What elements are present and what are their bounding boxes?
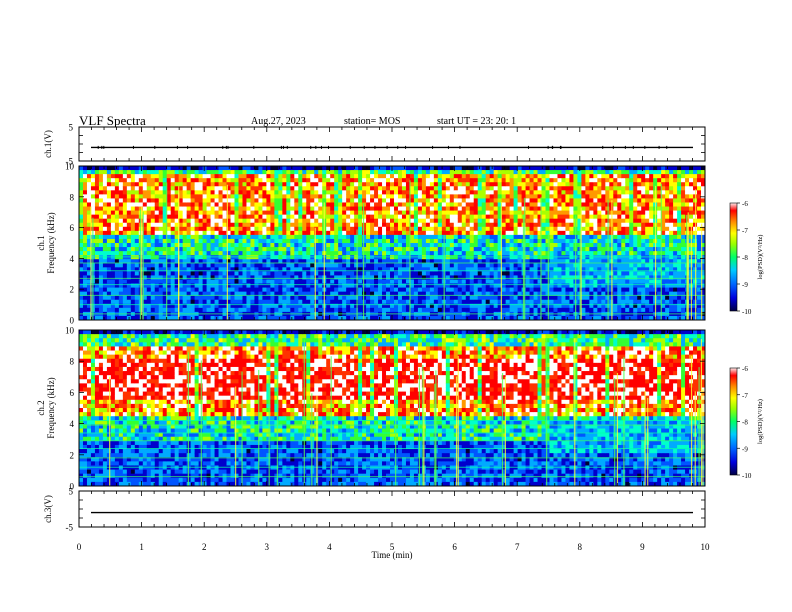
panel-frame: [78, 126, 706, 162]
colorbar: [729, 202, 738, 312]
y-axis-label: Frequency (kHz): [46, 212, 56, 273]
x-tick-label: 9: [640, 542, 645, 552]
y-tick-label: 6: [70, 223, 75, 233]
y-tick-label: 8: [70, 192, 75, 202]
x-tick-label: 4: [327, 542, 332, 552]
x-tick-label: 2: [202, 542, 207, 552]
y-tick-label: 0: [70, 482, 75, 492]
axes-layer: [78, 126, 740, 528]
x-tick-label: 10: [701, 542, 711, 552]
y-axis-label: ch.3(V): [43, 495, 53, 523]
y-axis-label: ch.2: [36, 400, 46, 415]
y-tick-label: 4: [70, 419, 75, 429]
station-label: station= MOS: [344, 116, 401, 127]
colorbar-tick-label: -7: [742, 227, 748, 235]
colorbar-tick-label: -6: [742, 200, 748, 208]
colorbar-tick-label: -8: [742, 419, 748, 427]
y-tick-label: 2: [70, 450, 75, 460]
colorbar-tick-label: -8: [742, 254, 748, 262]
x-tick-label: 3: [265, 542, 270, 552]
colorbar-tick-label: -10: [742, 308, 752, 316]
colorbar-tick-label: -9: [742, 445, 748, 453]
y-axis-label: ch.1(V): [43, 130, 53, 158]
colorbar-tick-label: -6: [742, 365, 748, 373]
colorbar-label: log(PSD)(V²/Hz): [757, 399, 764, 444]
colorbar-tick-label: -10: [742, 472, 752, 480]
ch1-spectrogram: [78, 166, 706, 321]
colorbar-label: log(PSD)(V²/Hz): [757, 235, 764, 280]
y-tick-label: -5: [66, 523, 74, 533]
x-tick-label: 8: [578, 542, 583, 552]
colorbar-tick-label: -7: [742, 392, 748, 400]
y-tick-label: 4: [70, 254, 75, 264]
panel-frame: [78, 490, 706, 528]
colorbar: [729, 367, 738, 476]
x-tick-label: 7: [515, 542, 520, 552]
y-tick-label: 10: [65, 162, 75, 172]
ch2-spectrogram: [79, 330, 706, 487]
y-tick-label: 10: [65, 326, 75, 336]
y-tick-label: 5: [69, 487, 74, 497]
y-tick-label: 2: [70, 285, 75, 295]
x-tick-label: 1: [139, 542, 144, 552]
y-tick-label: 8: [70, 357, 75, 367]
y-tick-label: 5: [69, 123, 74, 133]
y-tick-label: 0: [70, 316, 75, 326]
y-tick-label: -5: [66, 157, 74, 167]
y-axis-label: Frequency (kHz): [46, 377, 56, 438]
date-label: Aug.27, 2023: [251, 116, 306, 127]
chart-title: VLF Spectra: [79, 113, 146, 128]
y-tick-label: 6: [70, 388, 75, 398]
x-tick-label: 5: [390, 542, 395, 552]
x-tick-label: 6: [452, 542, 457, 552]
y-axis-label: ch.1: [36, 235, 46, 250]
x-tick-label: 0: [77, 542, 82, 552]
x-axis-label: Time (min): [372, 550, 413, 560]
colorbar-tick-label: -9: [742, 281, 748, 289]
start-time-label: start UT = 23: 20: 1: [437, 116, 517, 127]
